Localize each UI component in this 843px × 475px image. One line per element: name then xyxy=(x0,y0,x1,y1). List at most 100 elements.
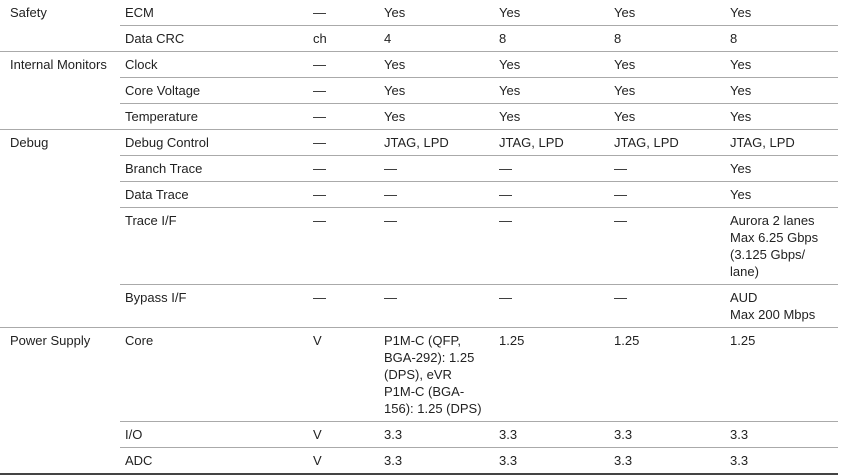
group-label: Debug xyxy=(0,129,120,328)
table-cell: Yes xyxy=(494,103,609,130)
table-cell: Yes xyxy=(609,51,725,78)
table-cell: Temperature xyxy=(120,103,308,130)
cell-line: P1M-C (QFP, BGA-292): 1.25 (DPS), eVR xyxy=(384,333,475,382)
table-cell: 3.3 xyxy=(725,421,838,448)
table-cell: JTAG, LPD xyxy=(494,129,609,156)
table-cell: Bypass I/F xyxy=(120,284,308,328)
table-cell: 3.3 xyxy=(725,447,838,475)
table-cell: V xyxy=(308,327,379,422)
table-cell: — xyxy=(308,284,379,328)
table-row: Temperature — Yes Yes Yes Yes xyxy=(0,103,838,130)
table-cell: — xyxy=(308,207,379,285)
table-cell: — xyxy=(308,155,379,182)
table-cell: Clock xyxy=(120,51,308,78)
table-cell: Yes xyxy=(609,103,725,130)
table-row: Power Supply Core V P1M-C (QFP, BGA-292): 1… xyxy=(0,327,838,475)
table-cell: 3.3 xyxy=(494,421,609,448)
table-cell: 8 xyxy=(609,25,725,52)
table-cell: — xyxy=(609,284,725,328)
table-cell: — xyxy=(494,181,609,208)
table-cell: 3.3 xyxy=(494,447,609,475)
table-cell: Trace I/F xyxy=(120,207,308,285)
table-cell: Yes xyxy=(494,0,609,26)
table-cell: 3.3 xyxy=(609,447,725,475)
cell-line: P1M-C (BGA-156): 1.25 (DPS) xyxy=(384,384,482,416)
table-cell: Core xyxy=(120,327,308,422)
table-cell: Yes xyxy=(725,77,838,104)
table-cell: Yes xyxy=(725,51,838,78)
cell-line: AUD xyxy=(730,290,758,305)
table-row: Bypass I/F — — — — AUD Max 200 Mbps xyxy=(0,284,838,328)
table-cell: Data Trace xyxy=(120,181,308,208)
table-row: Trace I/F — — — — Aurora 2 lanes Max 6.25 Gbps… xyxy=(0,207,838,285)
cell-line: Max 6.25 Gbps xyxy=(730,230,819,245)
table-cell: 1.25 xyxy=(725,327,838,422)
table-cell: 8 xyxy=(725,25,838,52)
table-cell: — xyxy=(494,155,609,182)
table-cell: — xyxy=(494,284,609,328)
group-label: Internal Monitors xyxy=(0,51,120,130)
table-cell: Yes xyxy=(609,77,725,104)
table-cell: Debug Control xyxy=(120,129,308,156)
table-cell: — xyxy=(379,284,494,328)
table-row: Branch Trace — — — — Yes xyxy=(0,155,838,182)
table-row: ADC V 3.3 3.3 3.3 3.3 xyxy=(0,447,838,475)
table-row: Debug Debug Control — JTAG, LPD JTAG, LPD JTA… xyxy=(0,129,838,328)
table-cell: AUD Max 200 Mbps xyxy=(725,284,838,328)
table-cell: 3.3 xyxy=(379,421,494,448)
table-cell: Yes xyxy=(609,0,725,26)
table-row: Safety ECM — Yes Yes Yes Yes xyxy=(0,0,838,52)
group-label: Power Supply xyxy=(0,327,120,475)
table-cell: Yes xyxy=(379,0,494,26)
table-cell: V xyxy=(308,421,379,448)
table-cell: — xyxy=(308,51,379,78)
table-cell: JTAG, LPD xyxy=(379,129,494,156)
table-cell: Yes xyxy=(725,0,838,26)
table-cell: Aurora 2 lanes Max 6.25 Gbps (3.125 Gbps/ … xyxy=(725,207,838,285)
table-cell: — xyxy=(308,0,379,26)
group-label: Safety xyxy=(0,0,120,52)
table-cell: — xyxy=(379,181,494,208)
table-cell: — xyxy=(494,207,609,285)
table-cell: Yes xyxy=(494,51,609,78)
table-row: Core Voltage — Yes Yes Yes Yes xyxy=(0,77,838,104)
table-cell: ADC xyxy=(120,447,308,475)
table-row: Data CRC ch 4 8 8 8 xyxy=(0,25,838,52)
table-cell: 1.25 xyxy=(494,327,609,422)
table-cell: Data CRC xyxy=(120,25,308,52)
table-cell: 3.3 xyxy=(609,421,725,448)
table-cell: Yes xyxy=(725,103,838,130)
table-row: I/O V 3.3 3.3 3.3 3.3 xyxy=(0,421,838,448)
table-cell: Yes xyxy=(379,103,494,130)
table-row: Internal Monitors Clock — Yes Yes Yes Yes xyxy=(0,51,838,130)
table-cell: — xyxy=(379,155,494,182)
cell-line: Aurora 2 lanes xyxy=(730,213,815,228)
table-cell: Yes xyxy=(725,155,838,182)
table-cell: ECM xyxy=(120,0,308,26)
table-cell: V xyxy=(308,447,379,475)
table-cell: Yes xyxy=(379,51,494,78)
table-cell: 4 xyxy=(379,25,494,52)
table-cell: 8 xyxy=(494,25,609,52)
table-row: Data Trace — — — — Yes xyxy=(0,181,838,208)
table-cell: P1M-C (QFP, BGA-292): 1.25 (DPS), eVR P1M… xyxy=(379,327,494,422)
table-cell: Branch Trace xyxy=(120,155,308,182)
table-cell: — xyxy=(609,155,725,182)
table-cell: — xyxy=(308,129,379,156)
table-cell: — xyxy=(609,207,725,285)
table-cell: — xyxy=(308,181,379,208)
table-cell: Yes xyxy=(494,77,609,104)
table-cell: 1.25 xyxy=(609,327,725,422)
cell-line: (3.125 Gbps/ lane) xyxy=(730,247,806,279)
table-cell: — xyxy=(308,77,379,104)
table-cell: JTAG, LPD xyxy=(725,129,838,156)
table-cell: — xyxy=(308,103,379,130)
table-cell: — xyxy=(379,207,494,285)
table-cell: Yes xyxy=(379,77,494,104)
table-cell: — xyxy=(609,181,725,208)
table-cell: Yes xyxy=(725,181,838,208)
table-cell: 3.3 xyxy=(379,447,494,475)
